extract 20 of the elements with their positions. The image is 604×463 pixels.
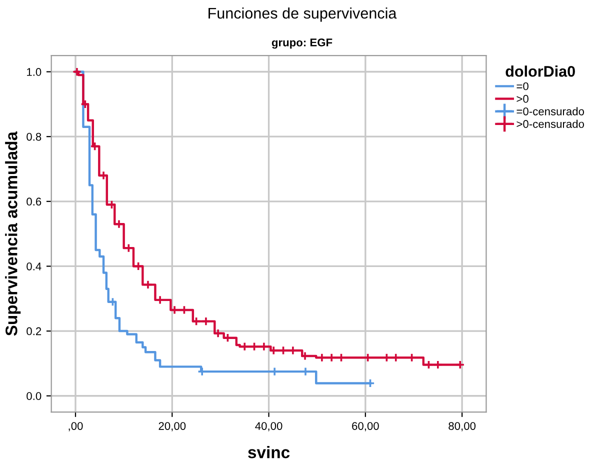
legend-label: >0 — [516, 94, 528, 103]
chart-subtitle: grupo: EGF — [272, 38, 332, 49]
x-tick-label: 40,00 — [255, 422, 282, 432]
y-tick-label: 0.8 — [26, 132, 42, 141]
x-tick-label: 80,00 — [448, 422, 476, 432]
chart-title: Funciones de supervivencia — [208, 7, 397, 22]
y-axis-title: Supervivencia acumulada — [5, 131, 21, 336]
legend-label: =0-censurado — [516, 107, 584, 116]
x-tick-label: ,00 — [68, 422, 83, 432]
x-tick-label: 60,00 — [352, 422, 379, 432]
x-tick-label: 20,00 — [158, 422, 186, 432]
y-tick-label: 0.0 — [26, 392, 42, 400]
legend-title: dolorDia0 — [506, 66, 575, 77]
y-tick-label: 0.6 — [26, 198, 42, 206]
y-tick-label: 0.4 — [26, 262, 42, 270]
y-tick-label: 1.0 — [27, 68, 42, 76]
x-axis-title: svinc — [248, 446, 290, 458]
legend-label: =0 — [516, 82, 528, 90]
legend-label: >0-censurado — [516, 120, 584, 128]
y-tick-label: 0.2 — [26, 327, 42, 336]
